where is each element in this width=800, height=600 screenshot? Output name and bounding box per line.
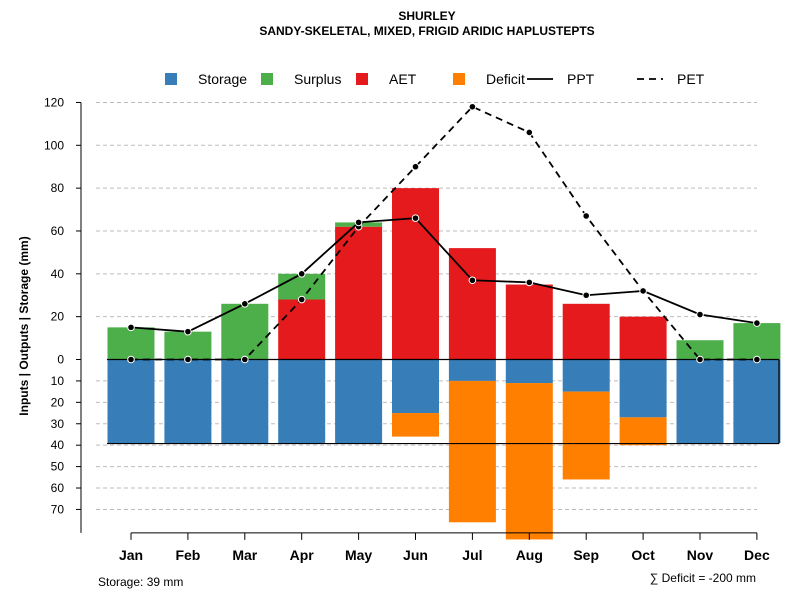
y-tick-label: 20 (51, 310, 65, 324)
bar-deficit (505, 383, 553, 540)
bar-deficit (392, 413, 439, 437)
x-tick-label-feb: Feb (175, 547, 200, 563)
series-lines (127, 102, 761, 364)
ppt-point (184, 327, 192, 336)
chart-subtitle: SANDY-SKELETAL, MIXED, FRIGID ARIDIC HAP… (259, 24, 594, 38)
bar-surplus (278, 273, 326, 300)
ppt-point (696, 310, 704, 319)
ppt-point (127, 323, 135, 332)
y-tick-label: 10 (51, 374, 65, 388)
x-tick-label-jun: Jun (403, 547, 428, 563)
bar-storage (335, 359, 383, 444)
x-tick-label-oct: Oct (631, 547, 655, 563)
bar-storage (107, 359, 155, 444)
ppt-line (130, 217, 758, 333)
bar-aet (278, 299, 326, 360)
legend-label-aet: AET (389, 71, 417, 87)
pet-point (184, 355, 192, 364)
x-tick-label-aug: Aug (516, 547, 543, 563)
legend-label-ppt: PPT (567, 71, 595, 87)
legend: Storage Surplus AET Deficit PPT PET (165, 71, 705, 87)
pet-point (411, 162, 420, 171)
storage-note: Storage: 39 mm (98, 575, 183, 589)
ppt-point (639, 287, 647, 295)
pet-point (297, 295, 306, 304)
ppt-point (753, 319, 761, 327)
bar-aet (448, 248, 496, 360)
y-tick-label: 40 (51, 438, 65, 452)
x-tick-label-mar: Mar (232, 547, 257, 563)
bar-storage (448, 359, 496, 381)
bar-storage (619, 359, 667, 418)
axes: 120 100 80 60 40 20 0 10 20 30 40 50 60 70 Jan Feb Mar Ap… (44, 95, 770, 563)
bars (107, 188, 781, 540)
bar-storage (221, 359, 269, 444)
pet-point (241, 355, 249, 364)
bar-aet (392, 188, 439, 360)
legend-label-surplus: Surplus (294, 71, 341, 87)
pet-point (582, 212, 591, 220)
bar-aet (505, 284, 553, 360)
x-tick-label-may: May (345, 547, 372, 563)
legend-swatch-aet (356, 73, 368, 85)
bar-surplus (164, 331, 212, 360)
legend-swatch-storage (165, 73, 177, 85)
legend-swatch-surplus (261, 73, 273, 85)
bar-aet (562, 303, 610, 360)
y-tick-label: 100 (44, 138, 64, 152)
y-tick-label: 40 (51, 267, 65, 281)
bar-deficit (448, 380, 496, 523)
ppt-point (354, 218, 363, 227)
bar-storage (278, 359, 326, 444)
bar-aet (335, 226, 383, 360)
ppt-point (525, 278, 534, 287)
ppt-point (297, 270, 306, 278)
x-tick-label-jul: Jul (462, 547, 482, 563)
bar-storage (505, 359, 553, 384)
x-tick-label-dec: Dec (744, 547, 770, 563)
pet-point (468, 102, 477, 111)
x-tick-label-nov: Nov (687, 547, 714, 563)
chart-title: SHURLEY (398, 9, 455, 23)
bar-surplus (733, 323, 781, 360)
ppt-point (241, 300, 249, 308)
bar-storage (733, 359, 781, 444)
ppt-point (468, 276, 477, 285)
bar-deficit (619, 417, 667, 446)
bar-aet (619, 316, 667, 360)
pet-line (131, 105, 757, 361)
y-tick-label: 80 (51, 181, 65, 195)
y-tick-label: 60 (51, 224, 65, 238)
y-tick-label: 70 (51, 502, 65, 516)
pet-point (127, 355, 135, 364)
legend-label-storage: Storage (198, 71, 247, 87)
bar-surplus (107, 327, 155, 360)
y-tick-label: 50 (51, 460, 65, 474)
y-tick-label: 30 (51, 417, 65, 431)
bar-storage (392, 359, 439, 414)
y-tick-label: 60 (51, 481, 65, 495)
bar-deficit (562, 391, 610, 480)
y-tick-label: 120 (44, 95, 64, 109)
y-tick-label: 20 (51, 395, 65, 409)
legend-label-deficit: Deficit (486, 71, 525, 87)
deficit-note: ∑ Deficit = -200 mm (650, 571, 756, 585)
x-tick-label-apr: Apr (290, 547, 315, 563)
x-tick-label-jan: Jan (119, 547, 143, 563)
bar-storage (676, 359, 724, 444)
y-axis-label: Inputs | Outputs | Storage (mm) (17, 236, 31, 415)
legend-swatch-deficit (453, 73, 465, 85)
y-tick-label: 0 (57, 353, 64, 367)
legend-label-pet: PET (677, 71, 705, 87)
ppt-point (582, 291, 591, 300)
pet-point (696, 355, 704, 364)
bar-storage (562, 359, 610, 392)
pet-point (753, 355, 761, 364)
ppt-point (411, 214, 420, 222)
bar-surplus (221, 303, 269, 360)
bar-storage (164, 359, 212, 444)
pet-point (525, 128, 534, 137)
x-tick-label-sep: Sep (573, 547, 599, 563)
